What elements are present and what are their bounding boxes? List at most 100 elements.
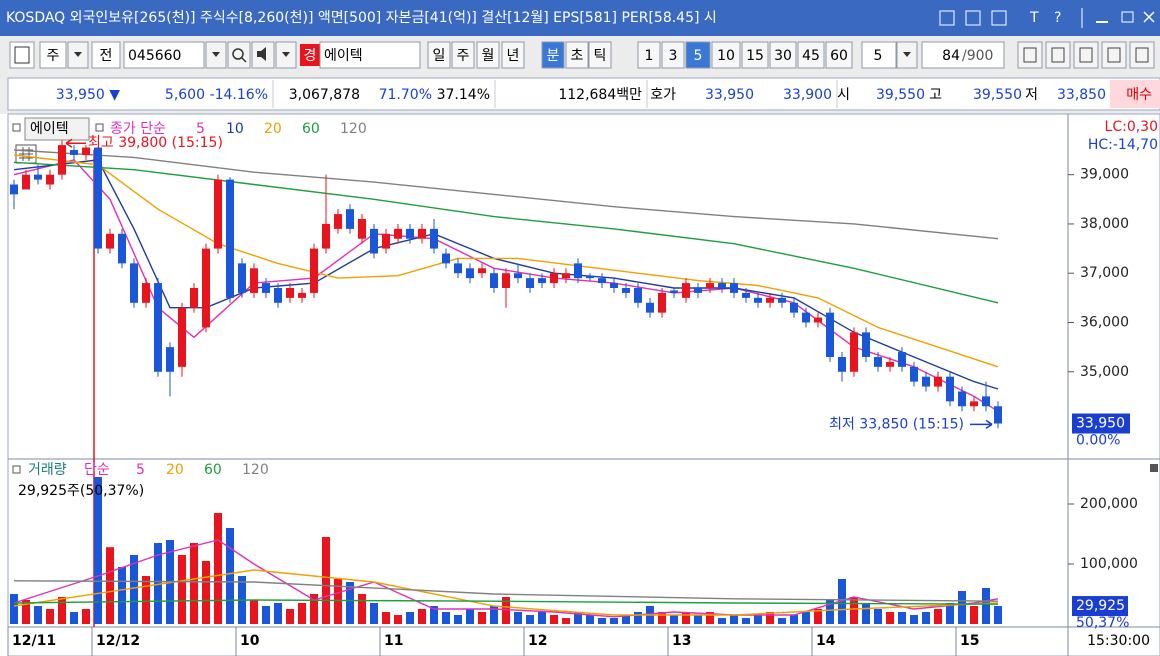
interval-button[interactable] [637, 41, 661, 69]
quote-item: 112,684백만 [558, 87, 642, 103]
interval-button[interactable] [741, 41, 769, 69]
volume-bar [670, 615, 678, 624]
interval-button[interactable] [825, 41, 853, 69]
volume-bar [370, 603, 378, 624]
close[interactable] [1143, 11, 1155, 23]
drop-arrow [74, 52, 82, 57]
interval-button[interactable] [769, 41, 797, 69]
legend-entry: 20 [166, 462, 184, 478]
volume-bar [622, 615, 630, 624]
screen-icon[interactable] [9, 41, 35, 69]
count-select[interactable] [861, 41, 897, 69]
quote-item: 33,950 [705, 87, 754, 103]
candle-body [334, 214, 342, 229]
candle-body [910, 366, 918, 382]
tool-icon[interactable] [1017, 41, 1043, 69]
period-button[interactable] [427, 41, 451, 69]
volume-bar [418, 609, 426, 624]
volume-bar [958, 590, 966, 624]
quote-item[interactable]: 매수 [1126, 87, 1152, 103]
low-arrow [970, 419, 993, 430]
quote-item: 33,850 [1057, 87, 1106, 103]
candle-body [94, 147, 102, 249]
candle-body [682, 283, 690, 298]
interval-button[interactable] [797, 41, 825, 69]
candle-body [310, 248, 318, 293]
candle-body [922, 376, 930, 387]
interval-label: 10 [717, 48, 735, 64]
period-button[interactable] [588, 41, 612, 69]
market-select[interactable] [91, 41, 121, 69]
candle-body [526, 278, 534, 288]
tool-icon[interactable] [1129, 41, 1155, 69]
volume-bar [202, 560, 210, 624]
volume-bar [442, 612, 450, 624]
volume-bar [742, 618, 750, 624]
period-button[interactable] [541, 41, 565, 69]
window-b[interactable] [965, 10, 981, 26]
y-tick-label: 200,000 [1080, 496, 1138, 512]
candle-body [394, 228, 402, 239]
candle-body [298, 292, 306, 298]
candle-body [694, 288, 702, 293]
interval-button[interactable] [661, 41, 685, 69]
candle-body [586, 275, 594, 279]
period-label: 일 [433, 48, 446, 64]
candle-body [142, 283, 150, 303]
candle-body [430, 228, 438, 249]
volume-bar [394, 615, 402, 624]
period-button[interactable] [501, 41, 525, 69]
volume-bar [286, 609, 294, 624]
legend-entry: 60 [204, 462, 222, 478]
x-tick-label: 14 [816, 633, 836, 649]
period-label: 초 [571, 48, 584, 64]
title-tool[interactable]: ? [1054, 10, 1061, 26]
candle-body [478, 268, 486, 274]
period-button[interactable] [476, 41, 500, 69]
volume-bar [766, 612, 774, 624]
moving-average [13, 149, 999, 240]
tool-icon[interactable] [1045, 41, 1071, 69]
candle-body [658, 292, 666, 313]
maximize[interactable] [1121, 11, 1134, 23]
legend-entry: 60 [302, 121, 320, 137]
volume-bar [10, 593, 18, 624]
quote-item: 5,600 [165, 87, 205, 103]
buy-button-bg[interactable] [1110, 80, 1160, 108]
hc-label: HC:-14,70 [1088, 137, 1158, 153]
volume-bar [982, 587, 990, 624]
name-text: 에이텍 [324, 48, 363, 64]
pane-close[interactable] [1150, 464, 1158, 472]
volume-bar [862, 603, 870, 624]
title-tool[interactable]: T [1029, 10, 1039, 26]
interval-button[interactable] [711, 41, 741, 69]
last-volume-pct: 50,37% [1076, 615, 1129, 631]
pin[interactable] [991, 10, 1007, 26]
volume-bar [538, 612, 546, 624]
count-input[interactable] [921, 41, 1005, 69]
code-input[interactable] [123, 41, 205, 69]
candle-body [514, 273, 522, 279]
x-tick-label: 15 [960, 633, 979, 649]
moving-average [13, 580, 999, 602]
search-button[interactable] [227, 41, 251, 69]
interval-button[interactable] [685, 41, 711, 69]
legend-entry: 120 [340, 121, 367, 137]
period-button[interactable] [565, 41, 589, 69]
period-button[interactable] [451, 41, 475, 69]
tool-glyph [1023, 47, 1037, 63]
candle-body [970, 401, 978, 407]
tool-icon[interactable] [1101, 41, 1127, 69]
candle-body [118, 233, 126, 264]
last-volume: 29,925 [1076, 598, 1125, 614]
tool-icon[interactable] [1073, 41, 1099, 69]
candle-body [226, 179, 234, 298]
candle-body [418, 228, 426, 239]
window-a[interactable] [939, 10, 955, 26]
legend-marker [12, 123, 21, 132]
type-select[interactable] [39, 41, 67, 69]
lc-label: LC:0,30 [1105, 119, 1158, 135]
volume-bar [934, 609, 942, 624]
name-input[interactable] [319, 41, 421, 69]
